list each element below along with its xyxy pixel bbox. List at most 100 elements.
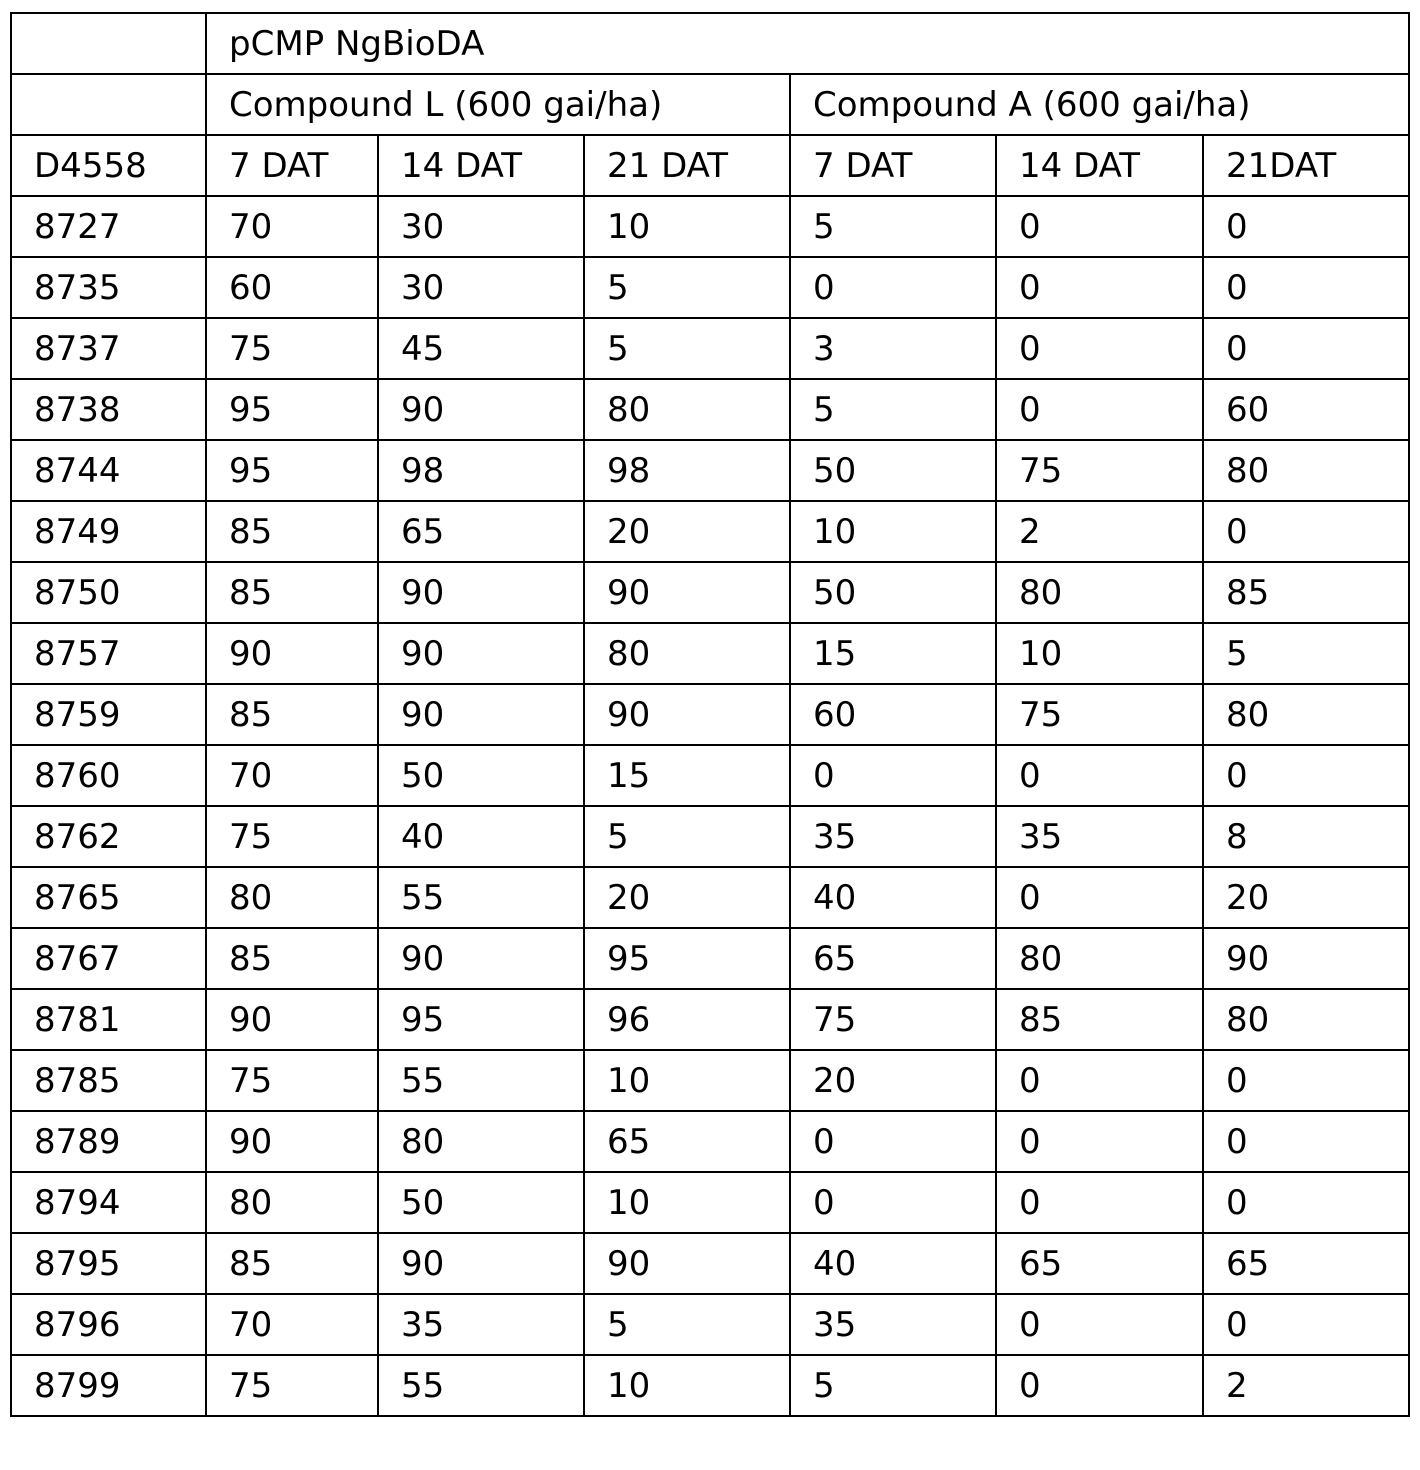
- value-cell: 80: [584, 379, 790, 440]
- value-cell: 80: [378, 1111, 584, 1172]
- value-cell: 90: [584, 562, 790, 623]
- value-cell: 0: [996, 1172, 1203, 1233]
- value-cell: 85: [206, 928, 378, 989]
- data-row: 8760705015000: [11, 745, 1409, 806]
- value-cell: 30: [378, 196, 584, 257]
- value-cell: 3: [790, 318, 996, 379]
- empty-cell: [11, 74, 206, 135]
- row-id: 8759: [11, 684, 206, 745]
- value-cell: 65: [996, 1233, 1203, 1294]
- value-cell: 75: [996, 684, 1203, 745]
- row-id: 8727: [11, 196, 206, 257]
- data-row: 876580552040020: [11, 867, 1409, 928]
- value-cell: 0: [1203, 318, 1409, 379]
- value-cell: 40: [790, 1233, 996, 1294]
- data-row: 87498565201020: [11, 501, 1409, 562]
- row-id: 8744: [11, 440, 206, 501]
- value-cell: 60: [790, 684, 996, 745]
- row-id: 8796: [11, 1294, 206, 1355]
- data-row: 873560305000: [11, 257, 1409, 318]
- row-id: 8799: [11, 1355, 206, 1416]
- value-cell: 80: [584, 623, 790, 684]
- table-body: pCMP NgBioDA Compound L (600 gai/ha) Com…: [11, 13, 1409, 1416]
- value-cell: 5: [790, 196, 996, 257]
- value-cell: 45: [378, 318, 584, 379]
- value-cell: 0: [996, 1294, 1203, 1355]
- value-cell: 0: [1203, 745, 1409, 806]
- row-id: 8765: [11, 867, 206, 928]
- value-cell: 15: [584, 745, 790, 806]
- value-cell: 96: [584, 989, 790, 1050]
- value-cell: 10: [584, 1172, 790, 1233]
- value-cell: 10: [996, 623, 1203, 684]
- value-cell: 0: [996, 867, 1203, 928]
- value-cell: 0: [1203, 257, 1409, 318]
- value-cell: 35: [790, 1294, 996, 1355]
- value-cell: 70: [206, 745, 378, 806]
- data-row: 8727703010500: [11, 196, 1409, 257]
- value-cell: 5: [1203, 623, 1409, 684]
- data-row: 8759859090607580: [11, 684, 1409, 745]
- value-cell: 70: [206, 1294, 378, 1355]
- group-header: pCMP NgBioDA: [206, 13, 1409, 74]
- value-cell: 65: [1203, 1233, 1409, 1294]
- value-cell: 10: [790, 501, 996, 562]
- value-cell: 50: [790, 440, 996, 501]
- row-id: 8794: [11, 1172, 206, 1233]
- value-cell: 55: [378, 867, 584, 928]
- value-cell: 0: [1203, 1050, 1409, 1111]
- value-cell: 0: [996, 1111, 1203, 1172]
- data-row: 87627540535358: [11, 806, 1409, 867]
- row-id: 8767: [11, 928, 206, 989]
- value-cell: 5: [584, 1294, 790, 1355]
- value-cell: 90: [378, 623, 584, 684]
- value-cell: 90: [378, 379, 584, 440]
- value-cell: 20: [584, 867, 790, 928]
- value-cell: 90: [378, 562, 584, 623]
- data-row: 8795859090406565: [11, 1233, 1409, 1294]
- value-cell: 0: [1203, 501, 1409, 562]
- value-cell: 0: [996, 379, 1203, 440]
- value-cell: 95: [378, 989, 584, 1050]
- column-header: 21 DAT: [584, 135, 790, 196]
- subgroup-header: Compound L (600 gai/ha): [206, 74, 790, 135]
- row-id: 8750: [11, 562, 206, 623]
- value-cell: 35: [378, 1294, 584, 1355]
- value-cell: 98: [584, 440, 790, 501]
- value-cell: 90: [584, 1233, 790, 1294]
- value-cell: 90: [1203, 928, 1409, 989]
- value-cell: 60: [206, 257, 378, 318]
- value-cell: 15: [790, 623, 996, 684]
- value-cell: 30: [378, 257, 584, 318]
- value-cell: 0: [1203, 196, 1409, 257]
- data-row: 8750859090508085: [11, 562, 1409, 623]
- value-cell: 80: [206, 1172, 378, 1233]
- value-cell: 0: [790, 1111, 996, 1172]
- data-table: pCMP NgBioDA Compound L (600 gai/ha) Com…: [10, 12, 1410, 1417]
- value-cell: 55: [378, 1050, 584, 1111]
- row-id: 8735: [11, 257, 206, 318]
- value-cell: 90: [378, 1233, 584, 1294]
- row-id: 8749: [11, 501, 206, 562]
- data-row: 8744959898507580: [11, 440, 1409, 501]
- data-row: 87857555102000: [11, 1050, 1409, 1111]
- value-cell: 5: [584, 318, 790, 379]
- value-cell: 90: [378, 684, 584, 745]
- data-row: 8767859095658090: [11, 928, 1409, 989]
- value-cell: 65: [584, 1111, 790, 1172]
- value-cell: 5: [790, 1355, 996, 1416]
- value-cell: 95: [206, 440, 378, 501]
- value-cell: 90: [206, 1111, 378, 1172]
- value-cell: 0: [1203, 1111, 1409, 1172]
- value-cell: 5: [584, 257, 790, 318]
- value-cell: 0: [996, 1050, 1203, 1111]
- data-row: 8796703553500: [11, 1294, 1409, 1355]
- value-cell: 0: [996, 257, 1203, 318]
- value-cell: 55: [378, 1355, 584, 1416]
- value-cell: 35: [790, 806, 996, 867]
- value-cell: 85: [206, 684, 378, 745]
- value-cell: 0: [996, 196, 1203, 257]
- value-cell: 85: [206, 501, 378, 562]
- column-header: 14 DAT: [378, 135, 584, 196]
